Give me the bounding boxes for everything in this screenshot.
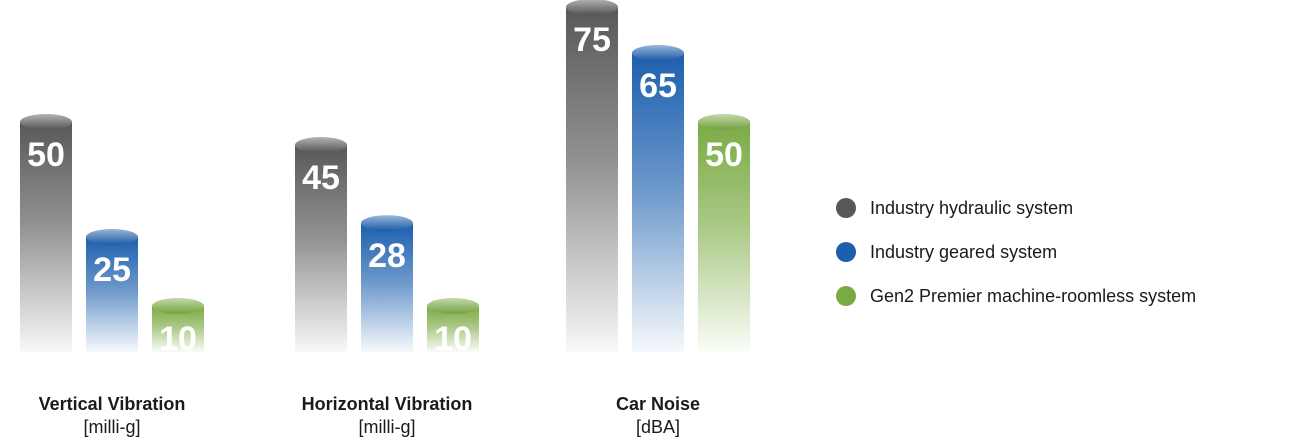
value-label: 45 (302, 159, 340, 197)
bar-body (632, 53, 684, 352)
bar-cap (152, 298, 204, 314)
legend-swatch (836, 198, 856, 218)
bar-cap (86, 229, 138, 245)
unit-label: [milli-g] (359, 417, 416, 437)
bar-cap (632, 45, 684, 61)
bar-body (20, 122, 72, 352)
value-label: 50 (705, 136, 743, 174)
legend: Industry hydraulic system Industry geared… (836, 198, 1196, 306)
bar-body (566, 7, 618, 352)
bar-0-2: 10 (152, 298, 204, 358)
bar-body (361, 223, 413, 352)
bars-layer: 50 25 10 45 28 10 75 65 50 (20, 0, 750, 358)
legend-label: Gen2 Premier machine-roomless system (870, 286, 1196, 306)
bar-cap (361, 215, 413, 232)
category-labels: Vertical Vibration [milli-g] Horizontal Vi… (39, 394, 700, 437)
value-label: 10 (434, 320, 472, 358)
bar-cap (20, 114, 72, 130)
bar-1-0: 45 (295, 137, 347, 352)
value-label: 65 (639, 67, 677, 105)
bar-cap (566, 0, 618, 15)
value-label: 10 (159, 320, 197, 358)
legend-label: Industry geared system (870, 242, 1057, 262)
bar-1-1: 28 (361, 215, 413, 352)
category-label: Horizontal Vibration (302, 394, 473, 414)
legend-swatch (836, 286, 856, 306)
legend-item: Industry geared system (836, 242, 1057, 262)
bar-group-1: 45 28 10 (295, 137, 479, 358)
value-label: 25 (93, 251, 131, 289)
value-label: 50 (27, 136, 65, 174)
value-label: 28 (368, 237, 406, 275)
bar-cap (427, 298, 479, 314)
unit-label: [milli-g] (84, 417, 141, 437)
bar-2-1: 65 (632, 45, 684, 352)
bar-body (295, 145, 347, 352)
bar-cap (698, 114, 750, 130)
bar-body (698, 122, 750, 352)
bar-1-2: 10 (427, 298, 479, 358)
value-label: 75 (573, 21, 611, 59)
bar-0-0: 50 (20, 114, 72, 352)
bar-cap (295, 137, 347, 153)
unit-label: [dBA] (636, 417, 680, 437)
bar-body (86, 237, 138, 352)
bar-2-2: 50 (698, 114, 750, 352)
legend-label: Industry hydraulic system (870, 198, 1073, 218)
category-label: Vertical Vibration (39, 394, 186, 414)
bar-2-0: 75 (566, 0, 618, 352)
bar-group-2: 75 65 50 (566, 0, 750, 352)
category-label: Car Noise (616, 394, 700, 414)
bar-0-1: 25 (86, 229, 138, 352)
legend-item: Industry hydraulic system (836, 198, 1073, 218)
legend-swatch (836, 242, 856, 262)
bar-group-0: 50 25 10 (20, 114, 204, 358)
legend-item: Gen2 Premier machine-roomless system (836, 286, 1196, 306)
